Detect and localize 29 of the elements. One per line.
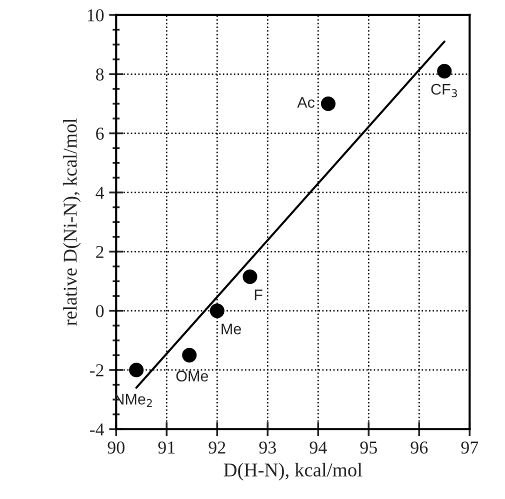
point <box>182 348 197 362</box>
y-tick-label: 2 <box>96 246 104 258</box>
y-tick-label: -2 <box>90 364 104 376</box>
x-tick-label: 91 <box>158 442 175 454</box>
y-tick-label: 8 <box>96 68 104 81</box>
annotation: Ac <box>297 97 315 108</box>
point <box>437 64 452 78</box>
point <box>242 270 258 284</box>
annotation: F <box>254 290 262 300</box>
x-tick-label: 96 <box>410 442 428 454</box>
y-tick-label: 6 <box>96 128 104 140</box>
point <box>210 304 224 318</box>
point <box>320 96 336 112</box>
x-tick-label: 97 <box>461 442 478 454</box>
y-axis-title: relative D(Ni-N), kcal/mol <box>63 118 81 326</box>
y-tick-label: -4 <box>90 424 104 436</box>
point <box>129 362 144 378</box>
annotation: CF$_{3}$ <box>431 84 457 98</box>
y-tick-label: 0 <box>96 305 104 318</box>
x-tick-label: 94 <box>310 442 327 454</box>
y-tick-label: 10 <box>88 9 104 22</box>
x-tick-label: 93 <box>259 442 276 454</box>
annotation: OMe <box>176 370 208 382</box>
x-axis-title: D(H-N), kcal/mol <box>224 462 362 481</box>
annotation: Me <box>222 324 241 334</box>
x-tick-label: 90 <box>108 441 124 454</box>
y-tick-label: 4 <box>96 186 104 199</box>
x-tick-label: 95 <box>360 442 377 454</box>
x-tick-label: 92 <box>208 442 226 454</box>
